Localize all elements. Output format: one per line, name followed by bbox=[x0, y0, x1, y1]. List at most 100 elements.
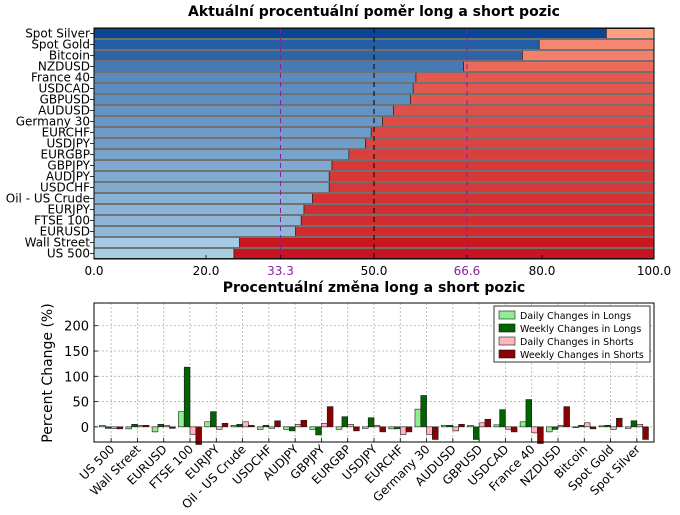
short-bar bbox=[393, 105, 655, 116]
change-bar bbox=[248, 425, 255, 428]
change-bar bbox=[289, 426, 296, 432]
change-bar bbox=[353, 426, 360, 432]
long-bar bbox=[93, 248, 235, 259]
change-bar bbox=[335, 426, 343, 430]
short-bar bbox=[463, 61, 655, 72]
change-bar bbox=[373, 425, 381, 428]
change-bar bbox=[616, 417, 623, 428]
change-bar bbox=[610, 426, 617, 430]
change-bar bbox=[125, 426, 132, 430]
short-bar bbox=[328, 182, 655, 193]
change-bar bbox=[163, 425, 170, 428]
change-bar bbox=[204, 421, 211, 428]
short-bar bbox=[328, 171, 655, 182]
short-bar bbox=[239, 237, 655, 248]
change-bar bbox=[405, 426, 413, 433]
short-bar bbox=[415, 72, 655, 83]
change-bar bbox=[321, 422, 328, 428]
change-chart-title: Procentuální změna long a short pozic bbox=[223, 280, 525, 296]
change-bar bbox=[230, 425, 238, 428]
legend-label: Weekly Changes in Shorts bbox=[520, 350, 644, 361]
category-label: Germany 30 bbox=[16, 115, 90, 129]
long-bar bbox=[93, 193, 313, 204]
change-bar bbox=[499, 409, 506, 428]
y-tick-label: 50 bbox=[72, 396, 89, 411]
category-label: FTSE 100 bbox=[34, 214, 90, 228]
long-bar bbox=[93, 83, 414, 94]
short-bar bbox=[312, 193, 655, 204]
change-bar bbox=[493, 424, 500, 428]
change-bar bbox=[458, 424, 465, 428]
change-bar bbox=[563, 406, 570, 428]
legend-swatch bbox=[498, 323, 516, 333]
category-label: EURJPY bbox=[47, 203, 90, 217]
short-bar bbox=[370, 127, 655, 138]
change-bar bbox=[262, 425, 270, 428]
category-label: GBPUSD bbox=[40, 93, 90, 107]
legend-swatch bbox=[498, 336, 516, 346]
category-label: Oil - US Crude bbox=[6, 192, 90, 206]
change-bar bbox=[326, 406, 334, 428]
x-tick-label: 20.0 bbox=[193, 264, 220, 278]
category-label: AUDJPY bbox=[46, 170, 91, 184]
change-bar bbox=[578, 425, 585, 428]
short-bar bbox=[233, 248, 655, 259]
change-bar bbox=[604, 425, 611, 428]
change-bar bbox=[367, 417, 375, 428]
reference-lines bbox=[279, 28, 468, 259]
change-bar bbox=[630, 420, 638, 428]
change-y-axis: 0 50 100 150 200 bbox=[64, 320, 98, 436]
change-bar bbox=[347, 424, 354, 428]
change-bar bbox=[210, 411, 217, 428]
y-tick-label: 200 bbox=[64, 320, 89, 335]
change-bar bbox=[583, 422, 591, 428]
change-bar bbox=[467, 425, 474, 428]
change-bar bbox=[557, 425, 565, 428]
change-bar bbox=[215, 426, 223, 430]
long-bar bbox=[93, 182, 330, 193]
change-bar bbox=[399, 426, 407, 435]
change-bar bbox=[572, 426, 579, 428]
legend-box bbox=[493, 305, 651, 363]
change-bar bbox=[300, 419, 308, 428]
category-label: EURUSD bbox=[40, 225, 90, 239]
short-bar bbox=[295, 226, 655, 237]
long-bar bbox=[93, 105, 394, 116]
x-tick-label: 33.3 bbox=[267, 264, 294, 278]
x-tick-label: 80.0 bbox=[529, 264, 556, 278]
change-bar bbox=[105, 426, 112, 429]
change-bar bbox=[283, 426, 290, 430]
category-label: NZDUSD bbox=[38, 60, 90, 74]
y-tick-label: 150 bbox=[64, 345, 89, 360]
category-label: France 40 bbox=[31, 71, 90, 85]
change-bar bbox=[110, 426, 118, 429]
x-tick-label: 0.0 bbox=[84, 264, 103, 278]
short-bar bbox=[365, 138, 655, 149]
x-tick-label: 66.6 bbox=[454, 264, 481, 278]
ratio-chart: Aktuální procentuální poměr long a short… bbox=[6, 4, 671, 278]
change-bar bbox=[537, 426, 544, 444]
change-bar bbox=[379, 426, 386, 433]
change-bar bbox=[151, 426, 159, 433]
change-bar bbox=[236, 424, 243, 428]
change-bar bbox=[189, 426, 197, 435]
short-bar bbox=[303, 204, 655, 215]
ratio-bars bbox=[93, 28, 655, 259]
x-tick-label: 50.0 bbox=[361, 264, 388, 278]
long-bar bbox=[93, 127, 372, 138]
legend-swatch bbox=[498, 349, 516, 359]
short-bar bbox=[522, 50, 655, 61]
long-bar bbox=[93, 72, 417, 83]
change-bar bbox=[242, 421, 249, 428]
change-bar bbox=[274, 420, 281, 428]
category-label: Wall Street bbox=[25, 236, 91, 250]
long-bar bbox=[93, 39, 540, 50]
change-bar bbox=[294, 424, 302, 428]
category-label: USDCAD bbox=[39, 82, 90, 96]
category-label: EURCHF bbox=[42, 126, 91, 140]
change-bar bbox=[309, 426, 316, 430]
change-bar bbox=[420, 395, 427, 428]
change-bar bbox=[446, 425, 454, 428]
